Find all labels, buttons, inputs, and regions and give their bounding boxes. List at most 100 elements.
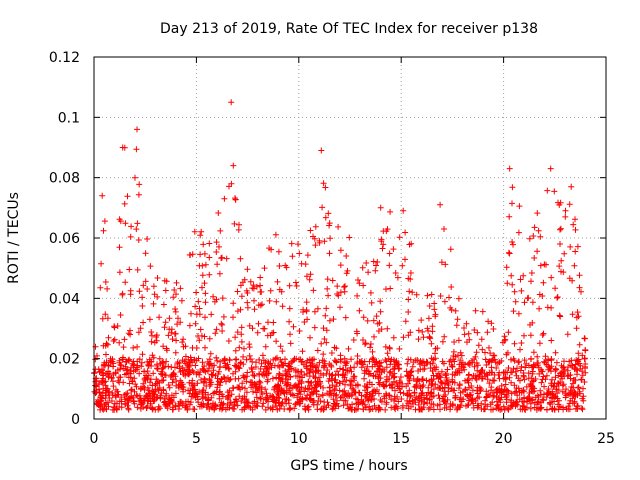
data-point xyxy=(191,406,198,413)
data-point xyxy=(200,400,207,407)
data-point xyxy=(241,406,248,413)
x-tick-label: 25 xyxy=(597,431,615,447)
data-point xyxy=(534,210,541,217)
data-point xyxy=(148,329,155,335)
data-point xyxy=(255,320,262,327)
data-point xyxy=(134,266,141,273)
data-point xyxy=(517,276,524,283)
data-point xyxy=(307,334,313,341)
data-point xyxy=(524,395,531,402)
data-point xyxy=(552,285,559,292)
data-point xyxy=(482,349,488,356)
data-point xyxy=(244,402,251,409)
data-point xyxy=(124,193,131,200)
data-point xyxy=(99,192,106,199)
data-point xyxy=(456,385,462,392)
data-point xyxy=(582,363,588,370)
data-point xyxy=(456,382,463,389)
data-point xyxy=(452,369,459,375)
data-point xyxy=(149,332,155,339)
data-point xyxy=(238,331,245,338)
data-point xyxy=(277,356,284,363)
data-point xyxy=(572,226,579,233)
data-point xyxy=(355,277,361,283)
data-point xyxy=(424,292,431,299)
data-point xyxy=(321,336,328,342)
data-point xyxy=(248,384,255,391)
data-point xyxy=(529,299,536,306)
data-point xyxy=(453,322,460,329)
data-point xyxy=(574,371,580,378)
data-point xyxy=(540,279,547,286)
data-point xyxy=(163,400,170,407)
data-point xyxy=(92,382,99,389)
data-point xyxy=(213,239,220,246)
data-point xyxy=(387,358,394,365)
data-point xyxy=(506,213,513,220)
data-point xyxy=(404,392,411,399)
data-point xyxy=(160,386,167,393)
data-point xyxy=(204,368,211,375)
data-point xyxy=(390,334,397,341)
data-point xyxy=(191,228,198,235)
data-point xyxy=(293,355,300,362)
data-point xyxy=(97,284,104,291)
data-point xyxy=(172,308,179,315)
data-point xyxy=(486,359,492,366)
data-point xyxy=(364,317,371,324)
data-point xyxy=(576,360,583,367)
data-point xyxy=(451,387,458,394)
data-point xyxy=(169,336,176,343)
data-point xyxy=(571,262,578,269)
data-point xyxy=(576,284,583,291)
data-point xyxy=(574,309,581,316)
y-tick-label: 0 xyxy=(71,412,80,428)
data-point xyxy=(416,361,423,368)
data-point xyxy=(361,367,368,374)
data-point xyxy=(175,406,182,412)
data-point xyxy=(519,398,526,405)
data-point xyxy=(180,386,187,393)
data-point xyxy=(142,278,149,285)
data-point xyxy=(376,381,383,388)
data-point xyxy=(331,387,338,394)
data-point xyxy=(286,387,293,394)
data-point xyxy=(236,221,242,228)
data-point xyxy=(565,391,572,398)
y-tick-label: 0.04 xyxy=(49,291,80,307)
data-point xyxy=(432,350,438,357)
data-point xyxy=(529,370,536,377)
data-point xyxy=(305,378,312,385)
data-point xyxy=(544,304,551,311)
data-point xyxy=(279,303,286,310)
data-point xyxy=(345,345,352,352)
data-point xyxy=(173,337,180,344)
data-point xyxy=(193,371,200,377)
data-point xyxy=(475,342,482,349)
data-point xyxy=(333,345,340,352)
data-point xyxy=(150,283,157,290)
data-point xyxy=(225,365,232,372)
data-point xyxy=(220,313,227,320)
data-point xyxy=(528,278,534,285)
data-point xyxy=(225,338,232,344)
data-point xyxy=(181,358,188,365)
data-point xyxy=(228,99,235,106)
data-point xyxy=(196,305,203,312)
data-point xyxy=(414,357,421,363)
data-point xyxy=(533,406,540,413)
data-point xyxy=(470,404,477,411)
data-point xyxy=(156,384,163,391)
data-point xyxy=(319,357,326,364)
x-tick-label: 20 xyxy=(495,431,513,447)
data-point xyxy=(468,398,475,404)
data-point xyxy=(244,290,251,296)
data-point xyxy=(447,304,454,311)
data-point xyxy=(508,272,515,279)
data-point xyxy=(252,364,259,370)
data-point xyxy=(180,343,187,350)
data-point xyxy=(266,297,273,304)
data-point xyxy=(527,405,534,412)
data-point xyxy=(441,333,448,340)
data-point xyxy=(286,318,293,325)
